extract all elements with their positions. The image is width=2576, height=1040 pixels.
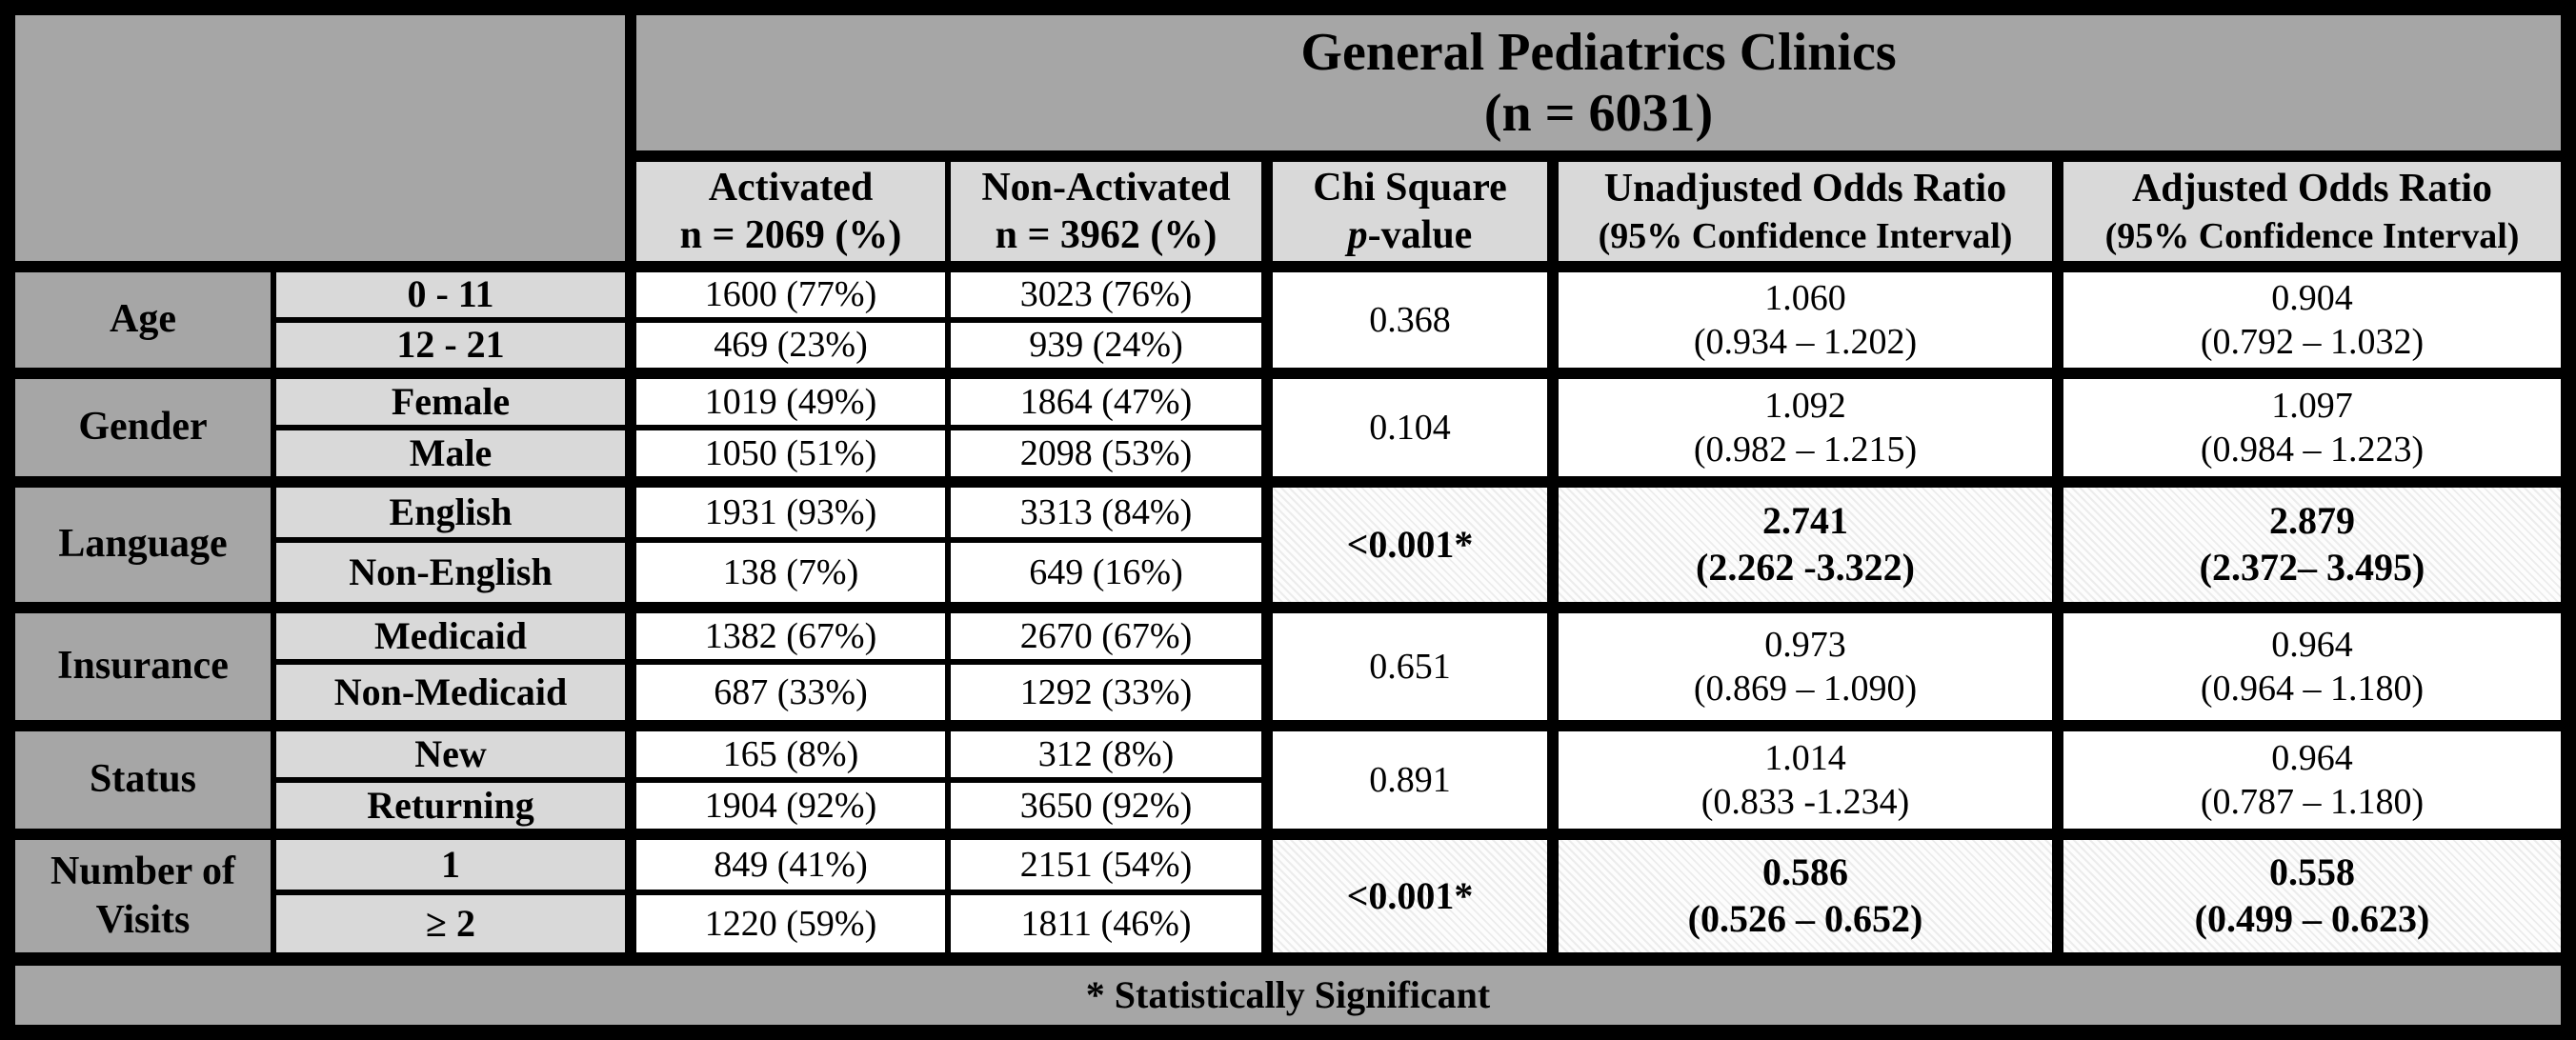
cell-non-activated: 3650 (92%) — [951, 783, 1261, 829]
row-sub-label: 1 — [276, 840, 625, 890]
row-group-insurance: Insurance — [15, 613, 271, 720]
row-group-gender: Gender — [15, 379, 271, 476]
cell-non-activated: 3023 (76%) — [951, 272, 1261, 317]
cell-non-activated: 1292 (33%) — [951, 665, 1261, 720]
cell-non-activated: 2098 (53%) — [951, 430, 1261, 476]
row-sub-label: ≥ 2 — [276, 895, 625, 952]
row-sub-label: Non-English — [276, 543, 625, 602]
cell-non-activated: 3313 (84%) — [951, 488, 1261, 537]
cell-non-activated: 1811 (46%) — [951, 895, 1261, 952]
col-header-non-activated: Non-Activated n = 3962 (%) — [951, 162, 1261, 261]
row-sub-label: Female — [276, 379, 625, 425]
cell-activated: 1382 (67%) — [636, 613, 945, 659]
cell-unadjusted-or: 1.060 (0.934 – 1.202) — [1559, 272, 2052, 368]
cell-activated: 138 (7%) — [636, 543, 945, 602]
cell-unadjusted-or-significant: 2.741 (2.262 -3.322) — [1559, 488, 2052, 602]
p-italic: p — [1347, 213, 1368, 257]
cell-activated: 469 (23%) — [636, 323, 945, 368]
row-group-age: Age — [15, 272, 271, 368]
row-sub-label: Non-Medicaid — [276, 665, 625, 720]
cell-activated: 165 (8%) — [636, 731, 945, 777]
cell-activated: 1019 (49%) — [636, 379, 945, 425]
cell-non-activated: 939 (24%) — [951, 323, 1261, 368]
row-sub-label: Male — [276, 430, 625, 476]
cell-non-activated: 649 (16%) — [951, 543, 1261, 602]
table-title-line2: (n = 6031) — [1483, 84, 1714, 143]
cell-non-activated: 2151 (54%) — [951, 840, 1261, 890]
row-sub-label: Medicaid — [276, 613, 625, 659]
cell-activated: 1600 (77%) — [636, 272, 945, 317]
cell-adjusted-or-significant: 0.558 (0.499 – 0.623) — [2063, 840, 2561, 952]
table-title-line1: General Pediatrics Clinics — [1300, 22, 1897, 82]
table-footnote: * Statistically Significant — [15, 966, 2561, 1025]
cell-non-activated: 312 (8%) — [951, 731, 1261, 777]
cell-activated: 849 (41%) — [636, 840, 945, 890]
cell-adjusted-or: 0.964 (0.964 – 1.180) — [2063, 613, 2561, 720]
cell-activated: 1220 (59%) — [636, 895, 945, 952]
corner-header-blank — [15, 15, 625, 261]
row-sub-label: 0 - 11 — [276, 272, 625, 317]
cell-p-value: 0.891 — [1273, 731, 1547, 829]
cell-unadjusted-or: 1.014 (0.833 -1.234) — [1559, 731, 2052, 829]
cell-p-value-significant: <0.001* — [1273, 840, 1547, 952]
cell-adjusted-or: 0.904 (0.792 – 1.032) — [2063, 272, 2561, 368]
cell-p-value: 0.368 — [1273, 272, 1547, 368]
cell-p-value: 0.104 — [1273, 379, 1547, 476]
cell-activated: 1931 (93%) — [636, 488, 945, 537]
row-group-language: Language — [15, 488, 271, 602]
cell-adjusted-or: 1.097 (0.984 – 1.223) — [2063, 379, 2561, 476]
cell-p-value-significant: <0.001* — [1273, 488, 1547, 602]
col-header-chi-square: Chi Square p-value — [1273, 162, 1547, 261]
cell-adjusted-or-significant: 2.879 (2.372– 3.495) — [2063, 488, 2561, 602]
cell-adjusted-or: 0.964 (0.787 – 1.180) — [2063, 731, 2561, 829]
row-group-status: Status — [15, 731, 271, 829]
cell-unadjusted-or: 0.973 (0.869 – 1.090) — [1559, 613, 2052, 720]
row-sub-label: 12 - 21 — [276, 323, 625, 368]
cell-activated: 1904 (92%) — [636, 783, 945, 829]
row-sub-label: Returning — [276, 783, 625, 829]
row-sub-label: New — [276, 731, 625, 777]
cell-p-value: 0.651 — [1273, 613, 1547, 720]
cell-non-activated: 1864 (47%) — [951, 379, 1261, 425]
col-header-activated: Activated n = 2069 (%) — [636, 162, 945, 261]
row-group-number-of-visits: Number of Visits — [15, 840, 271, 952]
cell-unadjusted-or: 1.092 (0.982 – 1.215) — [1559, 379, 2052, 476]
col-header-unadjusted-or: Unadjusted Odds Ratio (95% Confidence In… — [1559, 162, 2052, 261]
row-sub-label: English — [276, 488, 625, 537]
cell-unadjusted-or-significant: 0.586 (0.526 – 0.652) — [1559, 840, 2052, 952]
cell-activated: 687 (33%) — [636, 665, 945, 720]
cell-non-activated: 2670 (67%) — [951, 613, 1261, 659]
table-title: General Pediatrics Clinics (n = 6031) — [636, 15, 2561, 150]
cell-activated: 1050 (51%) — [636, 430, 945, 476]
col-header-adjusted-or: Adjusted Odds Ratio (95% Confidence Inte… — [2063, 162, 2561, 261]
